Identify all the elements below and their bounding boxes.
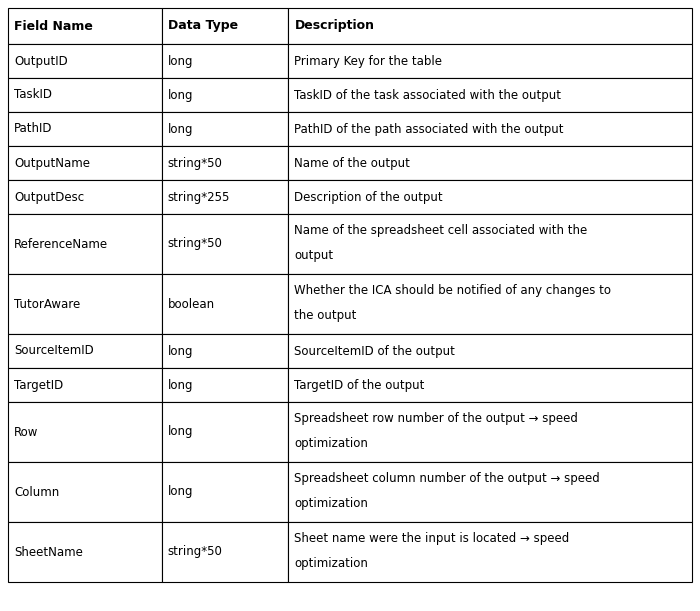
Bar [288, 180, 692, 214]
Text: OutputID: OutputID [14, 54, 68, 67]
Text: OutputName: OutputName [14, 156, 90, 169]
Text: TutorAware: TutorAware [14, 298, 80, 310]
Text: PathID of the path associated with the output: PathID of the path associated with the o… [295, 122, 564, 136]
Bar [8, 368, 162, 402]
Text: string*50: string*50 [168, 546, 223, 558]
Text: SourceItemID: SourceItemID [14, 345, 94, 357]
Text: long: long [168, 345, 193, 357]
Text: SourceItemID of the output: SourceItemID of the output [295, 345, 455, 357]
Text: Description of the output: Description of the output [295, 191, 443, 203]
Bar [162, 112, 288, 146]
Bar [8, 44, 162, 78]
Text: Spreadsheet row number of the output → speed: Spreadsheet row number of the output → s… [295, 412, 578, 425]
Text: Whether the ICA should be notified of any changes to: Whether the ICA should be notified of an… [295, 284, 611, 298]
Text: long: long [168, 54, 193, 67]
Text: boolean: boolean [168, 298, 215, 310]
Bar [162, 522, 288, 582]
Bar [8, 334, 162, 368]
Text: PathID: PathID [14, 122, 52, 136]
Bar [8, 8, 162, 44]
Text: string*50: string*50 [168, 238, 223, 251]
Bar [162, 368, 288, 402]
Bar [288, 44, 692, 78]
Text: TargetID of the output: TargetID of the output [295, 378, 425, 392]
Text: long: long [168, 89, 193, 101]
Bar [162, 180, 288, 214]
Bar [288, 368, 692, 402]
Text: Spreadsheet column number of the output → speed: Spreadsheet column number of the output … [295, 472, 600, 485]
Text: Row: Row [14, 425, 38, 439]
Bar [8, 274, 162, 334]
Bar [8, 112, 162, 146]
Text: Name of the spreadsheet cell associated with the: Name of the spreadsheet cell associated … [295, 224, 588, 237]
Text: long: long [168, 122, 193, 136]
Text: Primary Key for the table: Primary Key for the table [295, 54, 442, 67]
Bar [8, 78, 162, 112]
Text: Column: Column [14, 486, 60, 499]
Text: optimization: optimization [295, 557, 368, 571]
Text: TaskID: TaskID [14, 89, 52, 101]
Bar [288, 78, 692, 112]
Bar [162, 8, 288, 44]
Text: SheetName: SheetName [14, 546, 83, 558]
Text: long: long [168, 486, 193, 499]
Bar [8, 214, 162, 274]
Bar [162, 214, 288, 274]
Text: ReferenceName: ReferenceName [14, 238, 108, 251]
Text: Sheet name were the input is located → speed: Sheet name were the input is located → s… [295, 532, 570, 545]
Bar [162, 44, 288, 78]
Bar [288, 522, 692, 582]
Bar [288, 462, 692, 522]
Bar [288, 402, 692, 462]
Text: OutputDesc: OutputDesc [14, 191, 84, 203]
Bar [8, 180, 162, 214]
Bar [162, 274, 288, 334]
Text: TargetID: TargetID [14, 378, 63, 392]
Bar [162, 462, 288, 522]
Text: TaskID of the task associated with the output: TaskID of the task associated with the o… [295, 89, 561, 101]
Bar [8, 462, 162, 522]
Bar [288, 274, 692, 334]
Bar [288, 146, 692, 180]
Bar [162, 334, 288, 368]
Bar [288, 334, 692, 368]
Text: string*255: string*255 [168, 191, 230, 203]
Text: Data Type: Data Type [168, 20, 238, 32]
Bar [288, 214, 692, 274]
Text: Name of the output: Name of the output [295, 156, 410, 169]
Bar [8, 146, 162, 180]
Bar [8, 402, 162, 462]
Bar [288, 8, 692, 44]
Bar [162, 78, 288, 112]
Text: the output: the output [295, 310, 357, 323]
Bar [8, 522, 162, 582]
Bar [288, 112, 692, 146]
Text: Field Name: Field Name [14, 20, 93, 32]
Text: string*50: string*50 [168, 156, 223, 169]
Text: Description: Description [295, 20, 374, 32]
Bar [162, 402, 288, 462]
Bar [162, 146, 288, 180]
Text: long: long [168, 425, 193, 439]
Text: long: long [168, 378, 193, 392]
Text: output: output [295, 249, 334, 263]
Text: optimization: optimization [295, 497, 368, 511]
Text: optimization: optimization [295, 437, 368, 450]
